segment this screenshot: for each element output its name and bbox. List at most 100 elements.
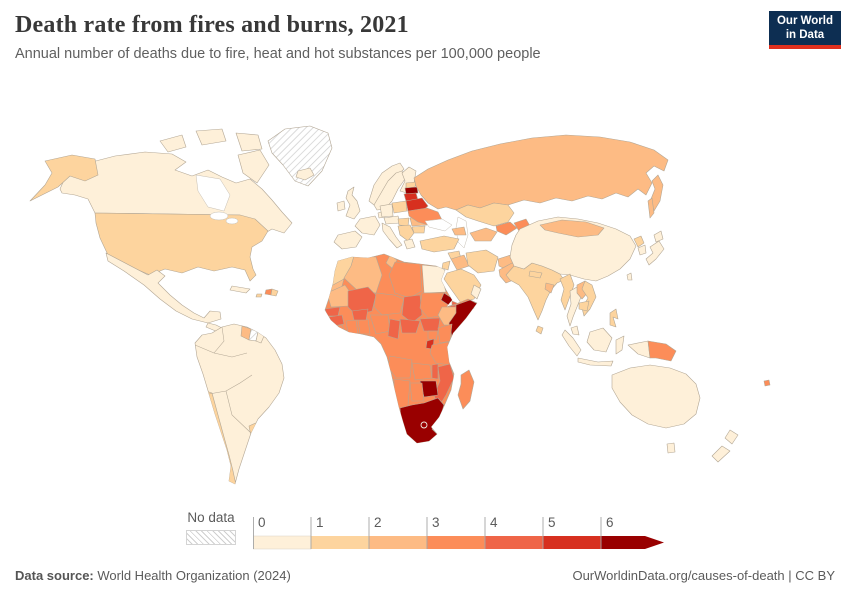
- country-china[interactable]: [509, 216, 637, 282]
- country-north-korea[interactable]: [633, 235, 645, 248]
- country-usa[interactable]: [94, 212, 269, 282]
- legend-bin-3[interactable]: [427, 536, 485, 549]
- country-indonesia-west-papua[interactable]: [627, 340, 651, 359]
- country-japan-hokkaido[interactable]: [653, 230, 664, 243]
- country-mongolia[interactable]: [539, 219, 605, 238]
- country-vietnam[interactable]: [581, 280, 597, 317]
- country-russia-kamchatka[interactable]: [650, 174, 664, 212]
- country-france[interactable]: [354, 215, 381, 236]
- country-mexico[interactable]: [105, 252, 222, 324]
- legend-bin-5[interactable]: [543, 536, 601, 549]
- country-central-europe[interactable]: [383, 215, 401, 225]
- country-madagascar[interactable]: [457, 369, 475, 410]
- country-fiji[interactable]: [763, 379, 771, 387]
- owid-logo[interactable]: Our World in Data: [769, 11, 841, 49]
- country-philippines[interactable]: [609, 308, 619, 328]
- country-mozambique[interactable]: [433, 363, 455, 409]
- country-balkans[interactable]: [397, 224, 415, 242]
- country-canada-baffin[interactable]: [237, 149, 270, 184]
- country-oman[interactable]: [470, 284, 482, 300]
- country-jordan[interactable]: [441, 260, 451, 271]
- country-malawi[interactable]: [431, 363, 439, 380]
- country-south-america[interactable]: [194, 323, 285, 485]
- hudson-bay: [195, 174, 231, 212]
- country-dominican-republic[interactable]: [270, 288, 279, 297]
- great-lakes: [209, 211, 229, 221]
- choropleth-svg[interactable]: [0, 78, 850, 498]
- legend-bin-1[interactable]: [311, 536, 369, 549]
- footer-license-link[interactable]: CC BY: [795, 568, 835, 583]
- country-jamaica[interactable]: [255, 293, 263, 298]
- country-italy[interactable]: [381, 222, 403, 249]
- country-germany[interactable]: [379, 203, 394, 218]
- legend-colorbar[interactable]: 0 1 2 3 4 5 6: [253, 510, 667, 552]
- country-cuba[interactable]: [229, 285, 251, 294]
- country-bangladesh[interactable]: [544, 282, 555, 294]
- country-indonesia-borneo[interactable]: [586, 327, 613, 353]
- legend-bin-6-arrow[interactable]: [601, 536, 664, 549]
- country-poland[interactable]: [391, 200, 408, 214]
- country-canada-arctic-islands[interactable]: [159, 128, 263, 153]
- country-chad[interactable]: [401, 294, 423, 324]
- country-zambia[interactable]: [411, 362, 433, 381]
- country-indonesia-java[interactable]: [577, 357, 614, 367]
- country-usa-alaska[interactable]: [29, 154, 99, 202]
- country-new-zealand-north[interactable]: [724, 429, 739, 445]
- country-russia[interactable]: [413, 134, 669, 211]
- legend-no-data[interactable]: No data: [186, 510, 236, 545]
- country-uk[interactable]: [345, 186, 361, 220]
- country-lesotho-outline[interactable]: [420, 421, 428, 429]
- country-spain[interactable]: [333, 230, 363, 250]
- country-myanmar[interactable]: [559, 273, 575, 311]
- legend-bin-0[interactable]: [253, 535, 312, 550]
- country-australia[interactable]: [611, 364, 701, 429]
- country-turkey[interactable]: [419, 235, 460, 253]
- legend-tick-5: 5: [548, 515, 556, 530]
- legend-bin-2[interactable]: [369, 536, 427, 549]
- country-ivory-coast[interactable]: [345, 319, 359, 335]
- legend-tick-6: 6: [606, 515, 614, 530]
- legend-tick-3: 3: [432, 515, 440, 530]
- chart-subtitle: Annual number of deaths due to fire, hea…: [15, 46, 541, 62]
- country-cameroon[interactable]: [387, 318, 401, 340]
- country-burkina-faso[interactable]: [351, 308, 369, 321]
- country-ghana[interactable]: [357, 318, 371, 335]
- owid-logo-line2: in Data: [785, 29, 825, 41]
- country-papua-new-guinea[interactable]: [647, 340, 677, 362]
- country-taiwan[interactable]: [626, 272, 633, 281]
- country-nepal[interactable]: [528, 270, 543, 279]
- country-russia-sakhalin[interactable]: [647, 197, 655, 219]
- country-south-korea[interactable]: [637, 244, 647, 256]
- country-ireland[interactable]: [336, 200, 346, 212]
- footer-site-link[interactable]: OurWorldinData.org/causes-of-death: [572, 568, 785, 583]
- country-kazakhstan[interactable]: [455, 202, 515, 227]
- world-map[interactable]: [0, 78, 850, 498]
- country-central-african-republic[interactable]: [399, 318, 421, 334]
- country-hungary[interactable]: [397, 217, 410, 227]
- country-iran[interactable]: [465, 249, 499, 274]
- country-indonesia-sulawesi[interactable]: [615, 335, 625, 355]
- country-indonesia-sumatra[interactable]: [561, 329, 582, 357]
- country-mali[interactable]: [347, 286, 377, 316]
- country-latvia[interactable]: [404, 186, 419, 195]
- country-greenland[interactable]: [267, 125, 333, 187]
- country-turkmenistan[interactable]: [469, 227, 498, 242]
- country-botswana[interactable]: [409, 382, 425, 402]
- country-caucasus[interactable]: [451, 226, 467, 236]
- country-iceland[interactable]: [295, 167, 315, 181]
- country-niger[interactable]: [373, 292, 405, 316]
- country-uzbekistan[interactable]: [495, 221, 518, 236]
- country-uganda[interactable]: [427, 330, 439, 341]
- country-malaysia[interactable]: [570, 325, 580, 336]
- country-new-zealand-south[interactable]: [711, 445, 731, 463]
- country-sri-lanka[interactable]: [535, 325, 544, 335]
- country-cambodia[interactable]: [578, 300, 590, 312]
- data-source-value: World Health Organization (2024): [93, 568, 291, 583]
- country-greece[interactable]: [403, 238, 416, 250]
- legend-bin-4[interactable]: [485, 536, 543, 549]
- country-bulgaria[interactable]: [411, 225, 426, 234]
- legend-no-data-swatch[interactable]: [186, 530, 236, 545]
- country-japan-honshu[interactable]: [645, 240, 665, 266]
- country-australia-tasmania[interactable]: [666, 442, 676, 454]
